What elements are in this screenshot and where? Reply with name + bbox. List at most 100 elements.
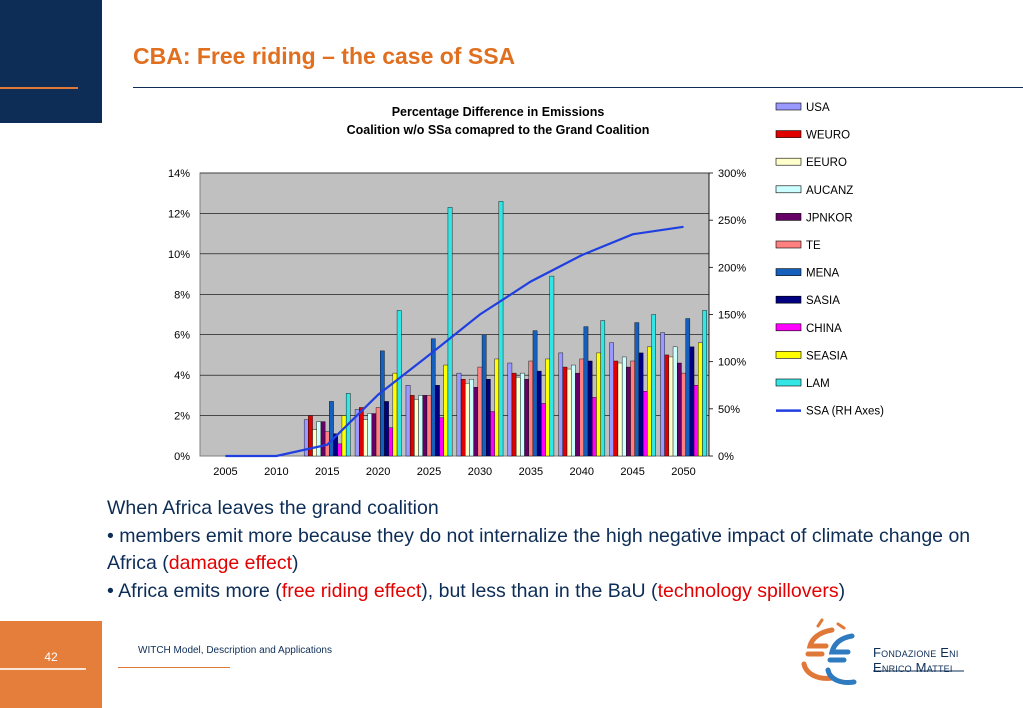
- bar-sasia-2045: [638, 352, 644, 457]
- bar-usa-2035: [507, 362, 513, 457]
- bar-lam-2035: [549, 275, 555, 457]
- right-tick-label: 150%: [718, 310, 746, 322]
- bullet-1: • members emit more because they do not …: [107, 523, 1017, 578]
- legend-item: AUCANZ: [775, 185, 853, 197]
- legend-label: LAM: [806, 378, 830, 390]
- x-tick-label: 2025: [417, 466, 441, 478]
- bar-weuro-2020: [359, 407, 364, 457]
- bar-china-2050: [693, 385, 699, 457]
- bar-eeuro-2040: [566, 368, 572, 457]
- left-tick-label: 2%: [174, 411, 190, 423]
- bar-mena-2035: [532, 330, 538, 457]
- bullet-2-text: • Africa emits more (: [107, 579, 282, 602]
- legend-label: WEURO: [806, 130, 850, 142]
- bar-te-2040: [579, 358, 585, 457]
- legend-swatch: [775, 351, 802, 359]
- bar-weuro-2025: [409, 395, 415, 457]
- bar-seasia-2030: [494, 358, 500, 457]
- footer-block: [0, 621, 102, 708]
- legend-swatch: [775, 130, 802, 138]
- legend-item: SEASIA: [775, 350, 848, 362]
- legend-swatch: [775, 268, 802, 276]
- legend-label: TE: [806, 240, 821, 252]
- bar-aucanz-2025: [418, 395, 423, 457]
- bar-jpnkor-2020: [371, 413, 377, 457]
- legend-item: TE: [775, 240, 821, 252]
- bar-aucanz-2035: [520, 372, 525, 457]
- bar-jpnkor-2025: [422, 395, 428, 457]
- bar-weuro-2050: [664, 354, 670, 457]
- bar-eeuro-2030: [465, 383, 470, 457]
- bar-eeuro-2025: [414, 399, 419, 457]
- bar-seasia-2045: [647, 346, 652, 457]
- footer-accent-line: [0, 668, 86, 670]
- bar-aucanz-2020: [367, 413, 373, 457]
- bar-seasia-2040: [596, 352, 601, 457]
- legend-item: CHINA: [775, 323, 842, 335]
- legend-item: WEURO: [775, 130, 850, 142]
- left-tick-label: 12%: [168, 208, 190, 220]
- bar-seasia-2025: [443, 364, 449, 457]
- bar-usa-2045: [609, 342, 614, 457]
- x-tick-label: 2005: [213, 466, 237, 478]
- legend-swatch: [775, 213, 802, 221]
- legend-swatch: [775, 240, 802, 249]
- bar-jpnkor-2015: [320, 421, 326, 457]
- x-tick-label: 2045: [620, 466, 644, 478]
- legend-swatch: [775, 102, 802, 111]
- title-rule: [133, 87, 1023, 88]
- bar-usa-2040: [558, 352, 564, 457]
- legend-label: AUCANZ: [806, 185, 853, 197]
- bar-te-2035: [528, 360, 534, 457]
- bar-sasia-2040: [587, 360, 593, 457]
- bar-lam-2050: [702, 310, 707, 457]
- right-tick-label: 200%: [718, 262, 746, 274]
- bar-jpnkor-2035: [524, 378, 529, 457]
- logo-line-1: Fondazione Eni: [873, 645, 959, 660]
- bar-mena-2030: [481, 334, 487, 457]
- bar-te-2030: [477, 366, 483, 457]
- x-tick-label: 2020: [366, 466, 390, 478]
- legend-label: USA: [806, 102, 830, 114]
- bar-china-2015: [337, 443, 343, 457]
- legend-swatch: [775, 295, 802, 304]
- bar-weuro-2040: [562, 366, 568, 457]
- chart-title-line1: Percentage Difference in Emissions: [392, 105, 605, 119]
- bar-aucanz-2050: [672, 346, 678, 457]
- bar-te-2025: [426, 395, 432, 457]
- left-tick-label: 0%: [174, 451, 190, 463]
- legend-label: JPNKOR: [806, 212, 853, 224]
- bar-seasia-2015: [341, 415, 347, 457]
- bar-te-2045: [630, 360, 635, 457]
- damage-effect-text: damage effect: [168, 552, 292, 574]
- bar-mena-2050: [685, 318, 691, 457]
- bar-sasia-2020: [384, 401, 389, 457]
- bullet-2-mid: ), but less than in the BaU (: [421, 579, 658, 602]
- right-tick-label: 50%: [718, 404, 740, 416]
- chart-title-line2: Coalition w/o SSa comapred to the Grand …: [347, 123, 650, 137]
- bar-mena-2015: [329, 401, 334, 457]
- bullet-1-text: • members emit more because they do not …: [107, 524, 971, 575]
- bar-eeuro-2020: [363, 419, 368, 457]
- bar-lam-2025: [447, 207, 453, 457]
- bar-te-2050: [681, 372, 686, 457]
- bar-china-2020: [388, 427, 394, 457]
- bar-usa-2050: [660, 332, 665, 457]
- header-accent-line: [0, 87, 78, 89]
- bar-jpnkor-2040: [575, 372, 580, 457]
- bar-lam-2045: [651, 314, 656, 457]
- bullet-2: • Africa emits more (free riding effect)…: [107, 578, 1017, 606]
- technology-spillovers-text: technology spillovers: [657, 579, 839, 602]
- bar-eeuro-2015: [312, 429, 317, 457]
- bar-jpnkor-2045: [626, 366, 631, 457]
- legend-item: SASIA: [775, 295, 840, 307]
- bar-eeuro-2045: [617, 362, 623, 457]
- bar-sasia-2035: [536, 370, 542, 457]
- page-number: 42: [44, 650, 58, 664]
- bar-lam-2040: [600, 320, 606, 457]
- bar-eeuro-2050: [668, 356, 674, 457]
- logo-text: Fondazione Eni Enrico Mattei: [873, 645, 959, 675]
- legend-label: CHINA: [806, 323, 842, 335]
- bar-aucanz-2030: [469, 378, 474, 457]
- bar-eeuro-2035: [515, 376, 521, 457]
